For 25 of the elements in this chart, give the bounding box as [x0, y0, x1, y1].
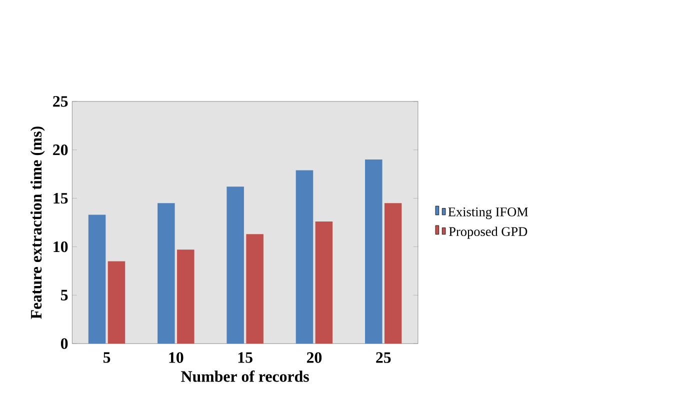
y-tick-label: 10: [54, 241, 68, 252]
legend-label: Existing IFOM: [448, 207, 528, 219]
y-tick-label: 20: [53, 144, 68, 156]
bar: [365, 159, 382, 344]
y-tick-label: 15: [54, 192, 68, 204]
bar: [226, 186, 244, 344]
y-axis-title: Feature extraction time (ms): [30, 126, 45, 319]
bar: [177, 249, 194, 344]
x-axis-title: Number of records: [181, 370, 309, 382]
bar: [108, 261, 126, 344]
y-tick-label: 25: [53, 96, 68, 107]
y-tick-label: 5: [60, 290, 68, 300]
x-tick-label: 10: [169, 352, 184, 363]
bar: [246, 234, 264, 344]
bar: [315, 221, 333, 344]
bar: [88, 214, 106, 344]
x-tick-label: 5: [103, 352, 110, 363]
x-tick-label: 25: [376, 352, 391, 363]
x-tick-label: 15: [238, 352, 252, 363]
bar: [384, 202, 402, 344]
y-tick-label: 0: [60, 338, 68, 349]
bar: [296, 170, 314, 344]
bar: [158, 202, 175, 344]
x-tick-label: 20: [306, 352, 322, 363]
legend-label: Proposed GPD: [449, 226, 528, 239]
